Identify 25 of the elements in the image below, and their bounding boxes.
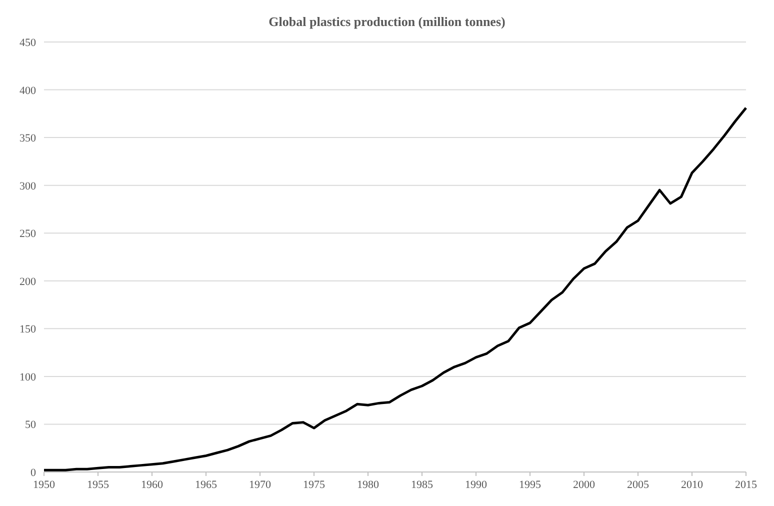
y-tick-label: 50 bbox=[25, 419, 36, 432]
y-tick-label: 200 bbox=[20, 276, 36, 288]
x-tick-label: 1965 bbox=[195, 479, 218, 491]
x-tick-label: 1990 bbox=[465, 479, 488, 491]
x-tick-label: 2015 bbox=[735, 479, 758, 491]
y-tick-label: 100 bbox=[20, 371, 36, 384]
x-tick-label: 1960 bbox=[141, 479, 164, 491]
x-tick-label: 1985 bbox=[411, 479, 434, 491]
y-tick-label: 450 bbox=[20, 37, 36, 49]
x-tick-label: 2005 bbox=[627, 479, 650, 491]
x-tick-label: 1955 bbox=[87, 479, 110, 491]
x-tick-label: 2010 bbox=[681, 479, 704, 491]
y-tick-label: 150 bbox=[20, 324, 36, 336]
y-tick-label: 350 bbox=[20, 132, 36, 145]
x-tick-label: 1995 bbox=[519, 479, 542, 491]
y-tick-label: 0 bbox=[30, 467, 36, 479]
x-tick-label: 2000 bbox=[573, 479, 596, 491]
x-tick-label: 1950 bbox=[33, 479, 56, 491]
x-tick-label: 1970 bbox=[249, 479, 272, 491]
x-tick-label: 1980 bbox=[357, 479, 380, 491]
y-tick-label: 250 bbox=[20, 228, 36, 240]
x-tick-label: 1975 bbox=[303, 479, 326, 491]
chart-title: Global plastics production (million tonnes) bbox=[268, 14, 506, 29]
y-tick-label: 400 bbox=[20, 84, 36, 97]
y-tick-label: 300 bbox=[20, 180, 36, 192]
